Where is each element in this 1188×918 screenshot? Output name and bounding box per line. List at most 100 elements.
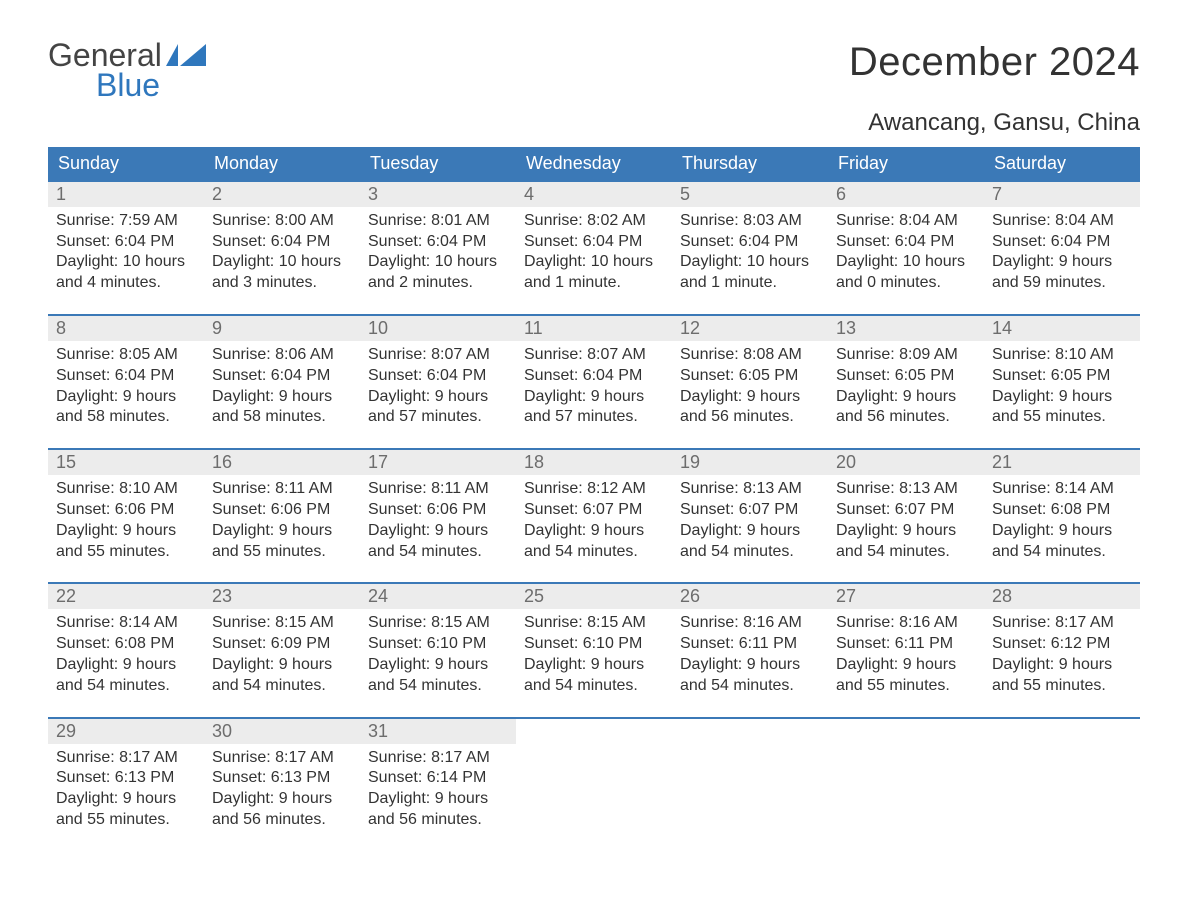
sunset-label: Sunset: 6:08 PM (56, 634, 196, 655)
daylight-label: and 2 minutes. (368, 273, 508, 294)
daylight-label: and 1 minute. (524, 273, 664, 294)
dow-friday: Friday (828, 147, 984, 180)
dow-thursday: Thursday (672, 147, 828, 180)
sunrise-label: Sunrise: 8:11 AM (368, 479, 508, 500)
week-row: 8Sunrise: 8:05 AMSunset: 6:04 PMDaylight… (48, 314, 1140, 434)
day-body: Sunrise: 8:07 AMSunset: 6:04 PMDaylight:… (360, 341, 516, 434)
brand-top: General (48, 40, 206, 70)
daylight-label: and 54 minutes. (524, 542, 664, 563)
sunset-label: Sunset: 6:05 PM (680, 366, 820, 387)
daylight-label: Daylight: 9 hours (368, 789, 508, 810)
sunrise-label: Sunrise: 8:17 AM (992, 613, 1132, 634)
day-body: Sunrise: 8:14 AMSunset: 6:08 PMDaylight:… (48, 609, 204, 702)
day-cell: 4Sunrise: 8:02 AMSunset: 6:04 PMDaylight… (516, 182, 672, 300)
day-body: Sunrise: 8:04 AMSunset: 6:04 PMDaylight:… (828, 207, 984, 300)
sunset-label: Sunset: 6:04 PM (524, 232, 664, 253)
sunset-label: Sunset: 6:05 PM (836, 366, 976, 387)
day-cell: 11Sunrise: 8:07 AMSunset: 6:04 PMDayligh… (516, 316, 672, 434)
week-row: 29Sunrise: 8:17 AMSunset: 6:13 PMDayligh… (48, 717, 1140, 837)
day-number: 24 (360, 584, 516, 609)
sunset-label: Sunset: 6:06 PM (56, 500, 196, 521)
sunrise-label: Sunrise: 8:17 AM (368, 748, 508, 769)
day-number: 14 (984, 316, 1140, 341)
sunrise-label: Sunrise: 8:13 AM (680, 479, 820, 500)
daylight-label: and 54 minutes. (368, 542, 508, 563)
brand-bottom: Blue (48, 70, 206, 100)
daylight-label: Daylight: 9 hours (56, 655, 196, 676)
day-cell: 2Sunrise: 8:00 AMSunset: 6:04 PMDaylight… (204, 182, 360, 300)
day-number: 13 (828, 316, 984, 341)
title-block: December 2024 (849, 40, 1140, 85)
sunrise-label: Sunrise: 8:01 AM (368, 211, 508, 232)
daylight-label: Daylight: 9 hours (680, 387, 820, 408)
daylight-label: and 54 minutes. (680, 542, 820, 563)
day-cell: 27Sunrise: 8:16 AMSunset: 6:11 PMDayligh… (828, 584, 984, 702)
day-cell (672, 719, 828, 837)
daylight-label: Daylight: 9 hours (680, 655, 820, 676)
flag-icon (166, 44, 206, 66)
sunrise-label: Sunrise: 8:17 AM (212, 748, 352, 769)
day-body: Sunrise: 8:06 AMSunset: 6:04 PMDaylight:… (204, 341, 360, 434)
daylight-label: and 58 minutes. (56, 407, 196, 428)
daylight-label: and 56 minutes. (680, 407, 820, 428)
month-title: December 2024 (849, 40, 1140, 85)
sunset-label: Sunset: 6:12 PM (992, 634, 1132, 655)
sunset-label: Sunset: 6:11 PM (836, 634, 976, 655)
brand-top-text: General (48, 40, 162, 70)
dow-monday: Monday (204, 147, 360, 180)
sunset-label: Sunset: 6:04 PM (680, 232, 820, 253)
sunset-label: Sunset: 6:04 PM (212, 366, 352, 387)
daylight-label: and 1 minute. (680, 273, 820, 294)
day-number: 27 (828, 584, 984, 609)
day-number: 26 (672, 584, 828, 609)
day-body (516, 723, 672, 733)
calendar: Sunday Monday Tuesday Wednesday Thursday… (48, 147, 1140, 837)
sunset-label: Sunset: 6:11 PM (680, 634, 820, 655)
day-cell: 20Sunrise: 8:13 AMSunset: 6:07 PMDayligh… (828, 450, 984, 568)
week-row: 15Sunrise: 8:10 AMSunset: 6:06 PMDayligh… (48, 448, 1140, 568)
sunset-label: Sunset: 6:04 PM (524, 366, 664, 387)
daylight-label: and 54 minutes. (680, 676, 820, 697)
sunrise-label: Sunrise: 8:14 AM (56, 613, 196, 634)
day-body: Sunrise: 8:17 AMSunset: 6:13 PMDaylight:… (204, 744, 360, 837)
day-number: 15 (48, 450, 204, 475)
daylight-label: Daylight: 9 hours (368, 521, 508, 542)
day-cell (984, 719, 1140, 837)
day-cell: 7Sunrise: 8:04 AMSunset: 6:04 PMDaylight… (984, 182, 1140, 300)
week-row: 1Sunrise: 7:59 AMSunset: 6:04 PMDaylight… (48, 180, 1140, 300)
day-number: 19 (672, 450, 828, 475)
daylight-label: and 55 minutes. (836, 676, 976, 697)
day-cell: 9Sunrise: 8:06 AMSunset: 6:04 PMDaylight… (204, 316, 360, 434)
sunrise-label: Sunrise: 8:07 AM (368, 345, 508, 366)
day-number: 3 (360, 182, 516, 207)
day-body: Sunrise: 8:15 AMSunset: 6:10 PMDaylight:… (360, 609, 516, 702)
sunset-label: Sunset: 6:14 PM (368, 768, 508, 789)
sunrise-label: Sunrise: 8:14 AM (992, 479, 1132, 500)
day-body: Sunrise: 8:17 AMSunset: 6:14 PMDaylight:… (360, 744, 516, 837)
sunset-label: Sunset: 6:13 PM (56, 768, 196, 789)
daylight-label: Daylight: 10 hours (56, 252, 196, 273)
day-body (672, 723, 828, 733)
daylight-label: Daylight: 9 hours (368, 655, 508, 676)
day-cell: 25Sunrise: 8:15 AMSunset: 6:10 PMDayligh… (516, 584, 672, 702)
day-number: 1 (48, 182, 204, 207)
day-number: 2 (204, 182, 360, 207)
day-body: Sunrise: 8:14 AMSunset: 6:08 PMDaylight:… (984, 475, 1140, 568)
daylight-label: and 54 minutes. (524, 676, 664, 697)
day-body: Sunrise: 8:10 AMSunset: 6:05 PMDaylight:… (984, 341, 1140, 434)
daylight-label: Daylight: 9 hours (836, 655, 976, 676)
daylight-label: Daylight: 10 hours (680, 252, 820, 273)
daylight-label: Daylight: 10 hours (836, 252, 976, 273)
day-body: Sunrise: 8:10 AMSunset: 6:06 PMDaylight:… (48, 475, 204, 568)
sunset-label: Sunset: 6:07 PM (524, 500, 664, 521)
daylight-label: and 56 minutes. (836, 407, 976, 428)
day-body: Sunrise: 8:00 AMSunset: 6:04 PMDaylight:… (204, 207, 360, 300)
sunset-label: Sunset: 6:10 PM (524, 634, 664, 655)
sunrise-label: Sunrise: 8:11 AM (212, 479, 352, 500)
dow-tuesday: Tuesday (360, 147, 516, 180)
daylight-label: and 55 minutes. (56, 810, 196, 831)
day-body: Sunrise: 8:12 AMSunset: 6:07 PMDaylight:… (516, 475, 672, 568)
daylight-label: and 4 minutes. (56, 273, 196, 294)
location-label: Awancang, Gansu, China (48, 109, 1140, 137)
dow-row: Sunday Monday Tuesday Wednesday Thursday… (48, 147, 1140, 180)
